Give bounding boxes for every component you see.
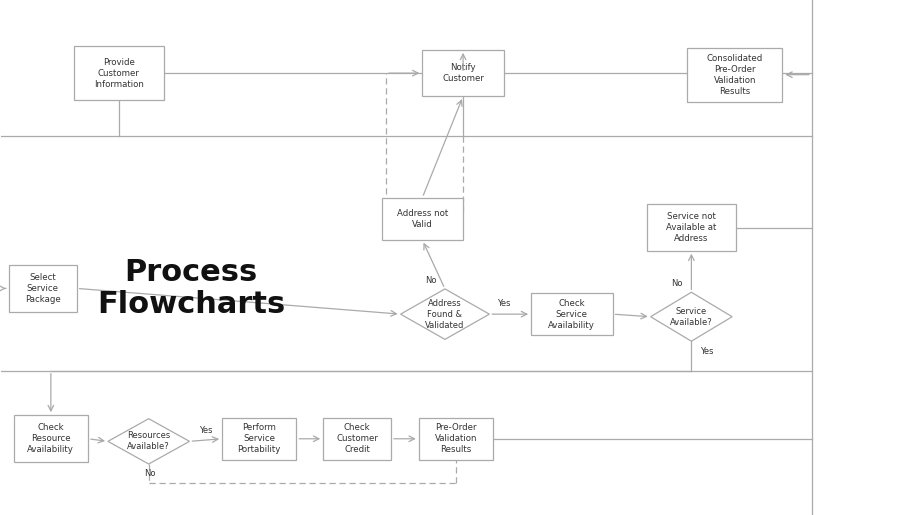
Text: Service
Available?: Service Available? (670, 306, 713, 327)
FancyBboxPatch shape (222, 418, 297, 460)
FancyBboxPatch shape (647, 204, 736, 251)
Text: Yes: Yes (497, 299, 510, 308)
Text: Process
Flowcharts: Process Flowcharts (97, 258, 286, 319)
Text: Consolidated
Pre-Order
Validation
Results: Consolidated Pre-Order Validation Result… (707, 54, 763, 96)
Text: Select
Service
Package: Select Service Package (24, 273, 61, 304)
FancyBboxPatch shape (531, 293, 612, 335)
FancyBboxPatch shape (14, 415, 88, 462)
FancyBboxPatch shape (323, 418, 391, 460)
FancyBboxPatch shape (419, 418, 493, 460)
Text: No: No (425, 276, 436, 285)
FancyBboxPatch shape (9, 265, 77, 312)
Text: Notify
Customer: Notify Customer (442, 63, 484, 83)
Text: Resources
Available?: Resources Available? (127, 431, 171, 452)
Text: Perform
Service
Portability: Perform Service Portability (238, 423, 281, 454)
Text: No: No (144, 469, 156, 478)
Text: Yes: Yes (700, 348, 714, 356)
Text: Service not
Available at
Address: Service not Available at Address (667, 212, 717, 243)
Text: Pre-Order
Validation
Results: Pre-Order Validation Results (434, 423, 477, 454)
FancyBboxPatch shape (688, 48, 783, 102)
Polygon shape (401, 289, 490, 339)
Text: Yes: Yes (199, 426, 212, 435)
FancyBboxPatch shape (73, 46, 164, 100)
FancyBboxPatch shape (382, 198, 463, 240)
Text: Check
Customer
Credit: Check Customer Credit (336, 423, 378, 454)
FancyBboxPatch shape (423, 50, 504, 96)
Text: No: No (671, 279, 683, 288)
Polygon shape (108, 419, 190, 464)
Text: Address not
Valid: Address not Valid (396, 209, 448, 229)
Text: Provide
Customer
Information: Provide Customer Information (93, 58, 143, 89)
Polygon shape (650, 293, 732, 341)
Text: Check
Resource
Availability: Check Resource Availability (27, 423, 74, 454)
Text: Check
Service
Availability: Check Service Availability (549, 299, 595, 330)
Text: Address
Found &
Validated: Address Found & Validated (425, 299, 464, 330)
